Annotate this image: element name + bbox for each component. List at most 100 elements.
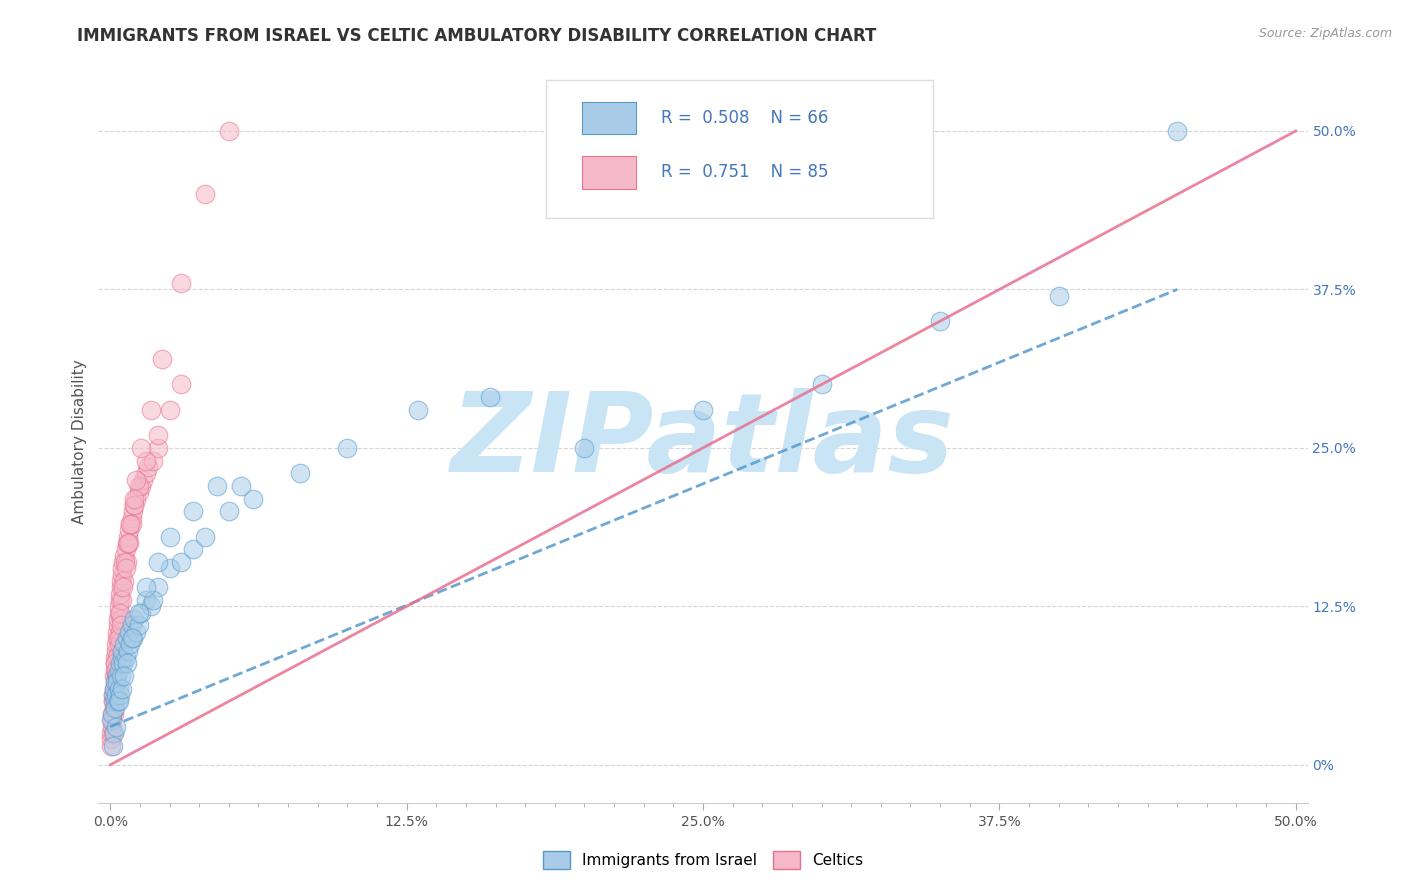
Point <box>110 606 132 620</box>
Point <box>136 459 159 474</box>
Point <box>135 580 157 594</box>
Text: Source: ZipAtlas.com: Source: ZipAtlas.com <box>1258 27 1392 40</box>
Point <box>101 707 124 722</box>
Point <box>108 593 131 607</box>
Point <box>120 516 142 531</box>
Point <box>101 694 124 708</box>
Point <box>108 657 131 671</box>
Point <box>408 402 430 417</box>
Text: R =  0.751    N = 85: R = 0.751 N = 85 <box>661 163 828 181</box>
Point <box>114 637 136 651</box>
Point <box>101 688 124 702</box>
Point <box>105 675 128 690</box>
FancyBboxPatch shape <box>582 102 637 135</box>
Point <box>121 516 143 531</box>
Point <box>122 498 145 512</box>
Point <box>110 574 132 588</box>
Point <box>288 467 311 481</box>
Point <box>121 631 143 645</box>
Point <box>105 720 128 734</box>
Point <box>135 593 157 607</box>
Point <box>111 567 134 582</box>
Point <box>108 606 131 620</box>
Point <box>125 491 148 506</box>
Point <box>122 498 145 512</box>
Point <box>181 504 204 518</box>
Point <box>146 428 169 442</box>
Point <box>125 473 148 487</box>
Point <box>105 688 128 702</box>
Point <box>110 612 132 626</box>
Point <box>132 473 155 487</box>
Point <box>114 542 136 557</box>
Point <box>115 657 138 671</box>
Point <box>107 694 129 708</box>
Point <box>111 643 134 657</box>
Point <box>142 593 165 607</box>
Text: R =  0.508    N = 66: R = 0.508 N = 66 <box>661 109 828 127</box>
Point <box>218 124 240 138</box>
Point <box>103 669 125 683</box>
Point <box>103 681 125 696</box>
Point <box>112 657 135 671</box>
Point <box>117 536 139 550</box>
Point <box>115 631 138 645</box>
Point <box>101 726 124 740</box>
Point <box>101 694 124 708</box>
Point <box>218 504 240 518</box>
Point <box>108 624 131 639</box>
Point <box>103 700 125 714</box>
Point <box>120 637 142 651</box>
Point <box>105 637 128 651</box>
Point <box>100 732 122 747</box>
Point <box>100 739 122 753</box>
Point <box>101 739 124 753</box>
Point <box>111 681 134 696</box>
Point <box>146 555 169 569</box>
Legend: Immigrants from Israel, Celtics: Immigrants from Israel, Celtics <box>537 845 869 875</box>
Point <box>170 377 193 392</box>
Point <box>105 624 128 639</box>
Point <box>114 555 136 569</box>
Point <box>121 510 143 524</box>
Point <box>104 688 127 702</box>
Point <box>104 650 127 665</box>
Point <box>129 606 152 620</box>
Point <box>112 580 135 594</box>
Point <box>115 536 138 550</box>
Point <box>121 631 143 645</box>
Point <box>105 650 128 665</box>
Point <box>114 549 136 563</box>
Text: ZIPatlas: ZIPatlas <box>451 388 955 495</box>
Text: IMMIGRANTS FROM ISRAEL VS CELTIC AMBULATORY DISABILITY CORRELATION CHART: IMMIGRANTS FROM ISRAEL VS CELTIC AMBULAT… <box>77 27 877 45</box>
Point <box>100 714 122 728</box>
Point <box>100 720 122 734</box>
Point <box>146 580 169 594</box>
Point <box>159 530 181 544</box>
Point <box>104 643 127 657</box>
Point <box>107 663 129 677</box>
Point <box>336 441 359 455</box>
Point <box>100 726 122 740</box>
Point <box>105 669 128 683</box>
Point <box>1166 124 1188 138</box>
Point <box>118 624 141 639</box>
Point <box>229 479 252 493</box>
Point <box>111 561 134 575</box>
Point <box>105 663 128 677</box>
Point <box>139 599 162 614</box>
Point <box>110 688 132 702</box>
Point <box>159 402 181 417</box>
Point <box>114 561 136 575</box>
Point <box>205 479 228 493</box>
Point <box>110 669 132 683</box>
Point <box>128 618 150 632</box>
Point <box>120 516 142 531</box>
Point <box>135 453 157 467</box>
Point <box>105 669 128 683</box>
Point <box>159 561 181 575</box>
Point <box>122 491 145 506</box>
Point <box>118 523 141 537</box>
Point <box>121 504 143 518</box>
Point <box>574 441 596 455</box>
